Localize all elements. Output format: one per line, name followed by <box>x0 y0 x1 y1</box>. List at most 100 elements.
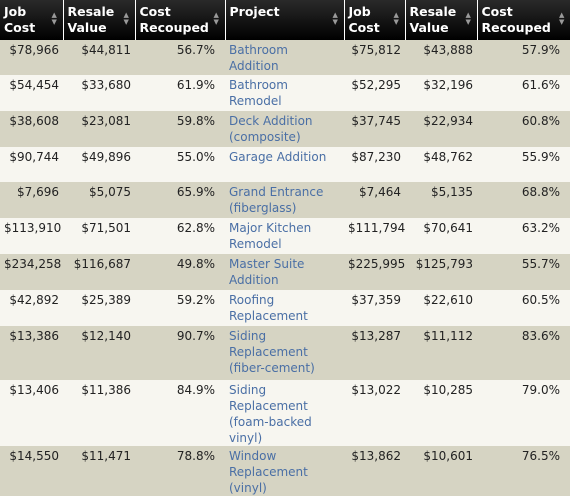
project-link[interactable]: Garage Addition <box>225 147 344 182</box>
cost-recouped-cell: 68.8% <box>477 182 570 218</box>
job-cost-cell: $75,812 <box>344 40 405 75</box>
project-link[interactable]: Bathroom Addition <box>225 40 344 75</box>
header-resale-value-2[interactable]: Resale Value ▲ ▼ <box>405 0 478 40</box>
header-job-cost-1[interactable]: Job Cost ▲ ▼ <box>0 0 64 40</box>
cost-recouped-cell: 83.6% <box>477 326 570 380</box>
table-row: $90,744 $49,896 55.0% Garage Addition $8… <box>0 147 570 182</box>
header-cost-recouped-1[interactable]: Cost Recouped ▲ ▼ <box>135 0 226 40</box>
resale-value-cell: $116,687 <box>63 254 135 290</box>
sort-arrows-icon[interactable]: ▲ ▼ <box>51 11 57 26</box>
table-row: $113,910 $71,501 62.8% Major Kitchen Rem… <box>0 218 570 254</box>
cost-recouped-cell: 59.8% <box>135 111 225 147</box>
table-row: $234,258 $116,687 49.8% Master Suite Add… <box>0 254 570 290</box>
header-cost-recouped-2[interactable]: Cost Recouped ▲ ▼ <box>477 0 570 40</box>
job-cost-cell: $14,550 <box>0 446 63 496</box>
resale-value-cell: $11,386 <box>63 380 135 446</box>
job-cost-cell: $113,910 <box>0 218 63 254</box>
header-label: Job Cost <box>348 4 380 35</box>
cost-recouped-cell: 55.0% <box>135 147 225 182</box>
resale-value-cell: $71,501 <box>63 218 135 254</box>
project-link[interactable]: Deck Addition (composite) <box>225 111 344 147</box>
job-cost-cell: $111,794 <box>344 218 405 254</box>
project-link[interactable]: Siding Replacement (fiber-cement) <box>225 326 344 380</box>
sort-arrows-icon[interactable]: ▲ ▼ <box>559 11 565 26</box>
cost-recouped-cell: 55.7% <box>477 254 570 290</box>
table-row: $7,696 $5,075 65.9% Grand Entrance (fibe… <box>0 182 570 218</box>
job-cost-cell: $7,696 <box>0 182 63 218</box>
job-cost-cell: $37,359 <box>344 290 405 326</box>
job-cost-cell: $13,022 <box>344 380 405 446</box>
table-row: $14,550 $11,471 78.8% Window Replacement… <box>0 446 570 496</box>
job-cost-cell: $54,454 <box>0 75 63 111</box>
job-cost-cell: $13,386 <box>0 326 63 380</box>
resale-value-cell: $22,610 <box>405 290 477 326</box>
job-cost-cell: $78,966 <box>0 40 63 75</box>
table-row: $78,966 $44,811 56.7% Bathroom Addition … <box>0 40 570 75</box>
resale-value-cell: $32,196 <box>405 75 477 111</box>
resale-value-cell: $125,793 <box>405 254 477 290</box>
cost-recouped-cell: 56.7% <box>135 40 225 75</box>
job-cost-cell: $13,287 <box>344 326 405 380</box>
resale-value-cell: $44,811 <box>63 40 135 75</box>
header-label: Resale Value <box>409 4 457 35</box>
job-cost-cell: $13,406 <box>0 380 63 446</box>
job-cost-cell: $42,892 <box>0 290 63 326</box>
resale-value-cell: $5,135 <box>405 182 477 218</box>
project-link[interactable]: Major Kitchen Remodel <box>225 218 344 254</box>
cost-recouped-cell: 61.6% <box>477 75 570 111</box>
resale-value-cell: $10,285 <box>405 380 477 446</box>
table-row: $13,406 $11,386 84.9% Siding Replacement… <box>0 380 570 446</box>
table-row: $54,454 $33,680 61.9% Bathroom Remodel $… <box>0 75 570 111</box>
resale-value-cell: $22,934 <box>405 111 477 147</box>
cost-recouped-cell: 59.2% <box>135 290 225 326</box>
cost-recouped-cell: 62.8% <box>135 218 225 254</box>
cost-recouped-cell: 79.0% <box>477 380 570 446</box>
cost-recouped-cell: 84.9% <box>135 380 225 446</box>
header-project[interactable]: Project ▲ ▼ <box>225 0 345 40</box>
cost-recouped-cell: 90.7% <box>135 326 225 380</box>
cost-recouped-cell: 55.9% <box>477 147 570 182</box>
sort-arrows-icon[interactable]: ▲ ▼ <box>213 11 219 26</box>
cost-recouped-cell: 60.5% <box>477 290 570 326</box>
sort-arrows-icon[interactable]: ▲ ▼ <box>465 11 471 26</box>
cost-recouped-cell: 76.5% <box>477 446 570 496</box>
sort-arrows-icon[interactable]: ▲ ▼ <box>123 11 129 26</box>
cost-recouped-cell: 65.9% <box>135 182 225 218</box>
header-label: Resale Value <box>67 4 115 35</box>
table-row: $42,892 $25,389 59.2% Roofing Replacemen… <box>0 290 570 326</box>
header-label: Cost Recouped <box>139 4 209 35</box>
cost-recouped-cell: 57.9% <box>477 40 570 75</box>
resale-value-cell: $11,471 <box>63 446 135 496</box>
job-cost-cell: $234,258 <box>0 254 63 290</box>
resale-value-cell: $43,888 <box>405 40 477 75</box>
header-label: Cost Recouped <box>481 4 551 35</box>
project-link[interactable]: Bathroom Remodel <box>225 75 344 111</box>
job-cost-cell: $225,995 <box>344 254 405 290</box>
project-link[interactable]: Window Replacement (vinyl) <box>225 446 344 496</box>
header-label: Project <box>229 4 280 19</box>
sort-arrows-icon[interactable]: ▲ ▼ <box>393 11 399 26</box>
header-job-cost-2[interactable]: Job Cost ▲ ▼ <box>344 0 406 40</box>
header-resale-value-1[interactable]: Resale Value ▲ ▼ <box>63 0 136 40</box>
sort-arrows-icon[interactable]: ▲ ▼ <box>332 11 338 26</box>
resale-value-cell: $23,081 <box>63 111 135 147</box>
job-cost-cell: $87,230 <box>344 147 405 182</box>
job-cost-cell: $38,608 <box>0 111 63 147</box>
project-link[interactable]: Roofing Replacement <box>225 290 344 326</box>
project-link[interactable]: Siding Replacement (foam-backed vinyl) <box>225 380 344 446</box>
cost-recouped-cell: 49.8% <box>135 254 225 290</box>
resale-value-cell: $12,140 <box>63 326 135 380</box>
cost-recouped-cell: 63.2% <box>477 218 570 254</box>
job-cost-cell: $52,295 <box>344 75 405 111</box>
job-cost-cell: $90,744 <box>0 147 63 182</box>
resale-value-cell: $70,641 <box>405 218 477 254</box>
job-cost-cell: $37,745 <box>344 111 405 147</box>
resale-value-cell: $48,762 <box>405 147 477 182</box>
resale-value-cell: $25,389 <box>63 290 135 326</box>
resale-value-cell: $10,601 <box>405 446 477 496</box>
project-link[interactable]: Grand Entrance (fiberglass) <box>225 182 344 218</box>
table-row: $38,608 $23,081 59.8% Deck Addition (com… <box>0 111 570 147</box>
resale-value-cell: $33,680 <box>63 75 135 111</box>
project-link[interactable]: Master Suite Addition <box>225 254 344 290</box>
